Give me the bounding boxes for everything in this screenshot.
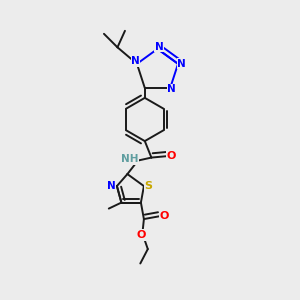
Text: N: N	[154, 41, 164, 52]
Text: N: N	[177, 59, 186, 69]
Text: N: N	[107, 181, 116, 191]
Text: N: N	[131, 56, 140, 66]
Text: O: O	[160, 211, 169, 221]
Text: NH: NH	[121, 154, 138, 164]
Text: S: S	[145, 181, 153, 191]
Text: N: N	[167, 85, 176, 94]
Text: O: O	[136, 230, 146, 240]
Text: O: O	[167, 151, 176, 161]
